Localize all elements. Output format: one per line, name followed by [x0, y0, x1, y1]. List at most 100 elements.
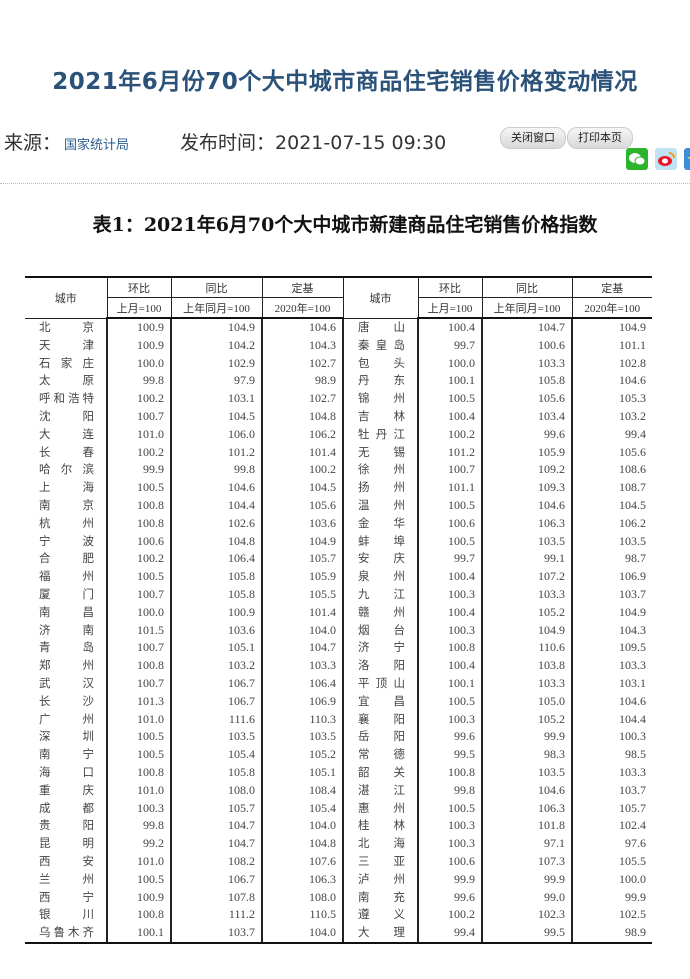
header-mom-base: 上月=100 [106, 297, 172, 319]
table-row: 重庆 101.0 108.0 108.4 湛江 99.8 104.6 103.7 [25, 781, 652, 800]
cell-fixed: 104.3 [261, 336, 344, 355]
cell-city: 平顶山 [343, 674, 419, 693]
cell-city: 岳阳 [343, 728, 419, 747]
table-row: 郑州 100.8 103.2 103.3 洛阳 100.4 103.8 103.3 [25, 657, 652, 675]
page-title: 2021年6月份70个大中城市商品住宅销售价格变动情况 [52, 69, 638, 95]
cell-city: 合肥 [25, 550, 108, 569]
cell-yoy: 105.7 [170, 799, 263, 818]
cell-fixed: 103.2 [571, 407, 652, 426]
cell-fixed: 106.4 [261, 674, 344, 693]
cell-fixed: 100.3 [571, 728, 652, 747]
cell-yoy: 97.9 [170, 372, 263, 391]
cell-yoy: 98.3 [481, 746, 573, 764]
cell-fixed: 103.6 [261, 514, 344, 533]
cell-mom: 100.3 [417, 817, 483, 836]
cell-city: 济宁 [343, 639, 419, 658]
cell-fixed: 105.3 [571, 390, 652, 408]
cell-mom: 100.0 [417, 354, 483, 373]
cell-city: 安庆 [343, 550, 419, 569]
cell-fixed: 104.5 [261, 479, 344, 497]
table-row: 南京 100.8 104.4 105.6 温州 100.5 104.6 104.5 [25, 496, 652, 515]
cell-fixed: 101.4 [261, 443, 344, 462]
cell-mom: 100.5 [417, 692, 483, 711]
wechat-icon[interactable] [626, 148, 648, 170]
weibo-icon[interactable] [655, 148, 677, 170]
cell-yoy: 104.5 [170, 407, 263, 426]
cell-city: 宜昌 [343, 692, 419, 711]
header-mom: 环比 [106, 276, 172, 298]
cell-yoy: 104.7 [170, 835, 263, 853]
table-row: 长春 100.2 101.2 101.4 无锡 101.2 105.9 105.6 [25, 443, 652, 462]
cell-city: 南充 [343, 888, 419, 907]
publish-time: 发布时间：2021-07-15 09:30 [180, 128, 446, 155]
cell-city: 昆明 [25, 835, 108, 853]
cell-fixed: 108.6 [571, 461, 652, 480]
cell-city: 惠州 [343, 799, 419, 818]
cell-yoy: 104.6 [481, 781, 573, 800]
cell-fixed: 99.9 [571, 888, 652, 907]
cell-mom: 101.5 [106, 621, 172, 640]
cell-yoy: 106.7 [170, 674, 263, 693]
table-row: 长沙 101.3 106.7 106.9 宜昌 100.5 105.0 104.6 [25, 692, 652, 711]
cell-mom: 100.4 [417, 318, 483, 337]
cell-yoy: 111.6 [170, 710, 263, 729]
close-window-button[interactable]: 关闭窗口 [500, 127, 566, 149]
table-row: 北京 100.9 104.9 104.6 唐山 100.4 104.7 104.9 [25, 318, 652, 337]
table-row: 上海 100.5 104.6 104.5 扬州 101.1 109.3 108.7 [25, 479, 652, 497]
cell-fixed: 104.6 [261, 318, 344, 337]
cell-fixed: 104.6 [571, 692, 652, 711]
cell-mom: 100.5 [106, 870, 172, 889]
cell-yoy: 101.8 [481, 817, 573, 836]
table-row: 海口 100.8 105.8 105.1 韶关 100.8 103.5 103.3 [25, 763, 652, 782]
qzone-icon[interactable] [684, 148, 690, 170]
cell-fixed: 106.9 [571, 568, 652, 586]
cell-mom: 100.9 [106, 888, 172, 907]
cell-fixed: 105.6 [261, 496, 344, 515]
cell-city: 青岛 [25, 639, 108, 658]
cell-mom: 100.1 [417, 674, 483, 693]
cell-city: 郑州 [25, 657, 108, 675]
cell-yoy: 104.6 [170, 479, 263, 497]
header-mom: 环比 [417, 276, 483, 298]
cell-city: 长春 [25, 443, 108, 462]
cell-city: 乌鲁木齐 [25, 924, 108, 944]
cell-city: 扬州 [343, 479, 419, 497]
cell-city: 杭州 [25, 514, 108, 533]
cell-fixed: 101.1 [571, 336, 652, 355]
cell-fixed: 101.4 [261, 603, 344, 622]
cell-mom: 100.4 [417, 568, 483, 586]
cell-fixed: 104.5 [571, 496, 652, 515]
cell-mom: 99.8 [106, 817, 172, 836]
cell-yoy: 103.4 [481, 407, 573, 426]
cell-mom: 99.6 [417, 888, 483, 907]
cell-fixed: 108.7 [571, 479, 652, 497]
print-page-button[interactable]: 打印本页 [567, 127, 633, 149]
cell-fixed: 99.4 [571, 425, 652, 444]
cell-city: 九江 [343, 585, 419, 604]
cell-mom: 100.7 [106, 407, 172, 426]
cell-yoy: 103.5 [481, 763, 573, 782]
cell-mom: 100.4 [417, 407, 483, 426]
cell-mom: 100.2 [106, 550, 172, 569]
cell-fixed: 102.7 [261, 390, 344, 408]
cell-mom: 100.5 [417, 496, 483, 515]
cell-yoy: 105.4 [170, 746, 263, 764]
cell-yoy: 105.1 [170, 639, 263, 658]
cell-mom: 100.0 [106, 354, 172, 373]
cell-mom: 100.8 [106, 514, 172, 533]
table-row: 昆明 99.2 104.7 104.8 北海 100.3 97.1 97.6 [25, 835, 652, 853]
cell-city: 大连 [25, 425, 108, 444]
table-row: 银川 100.8 111.2 110.5 遵义 100.2 102.3 102.5 [25, 906, 652, 925]
cell-yoy: 105.8 [170, 585, 263, 604]
source-link[interactable]: 国家统计局 [64, 138, 130, 153]
cell-mom: 101.0 [106, 852, 172, 871]
cell-city: 西宁 [25, 888, 108, 907]
table-row: 乌鲁木齐 100.1 103.7 104.0 大理 99.4 99.5 98.9 [25, 924, 652, 944]
cell-yoy: 104.2 [170, 336, 263, 355]
table-title: 表1：2021年6月70个大中城市新建商品住宅销售价格指数 [92, 214, 598, 236]
table-row: 成都 100.3 105.7 105.4 惠州 100.5 106.3 105.7 [25, 799, 652, 818]
cell-fixed: 103.3 [261, 657, 344, 675]
header-mom-base: 上月=100 [417, 297, 483, 319]
cell-city: 泸州 [343, 870, 419, 889]
header-fixed-base: 2020年=100 [261, 297, 344, 319]
